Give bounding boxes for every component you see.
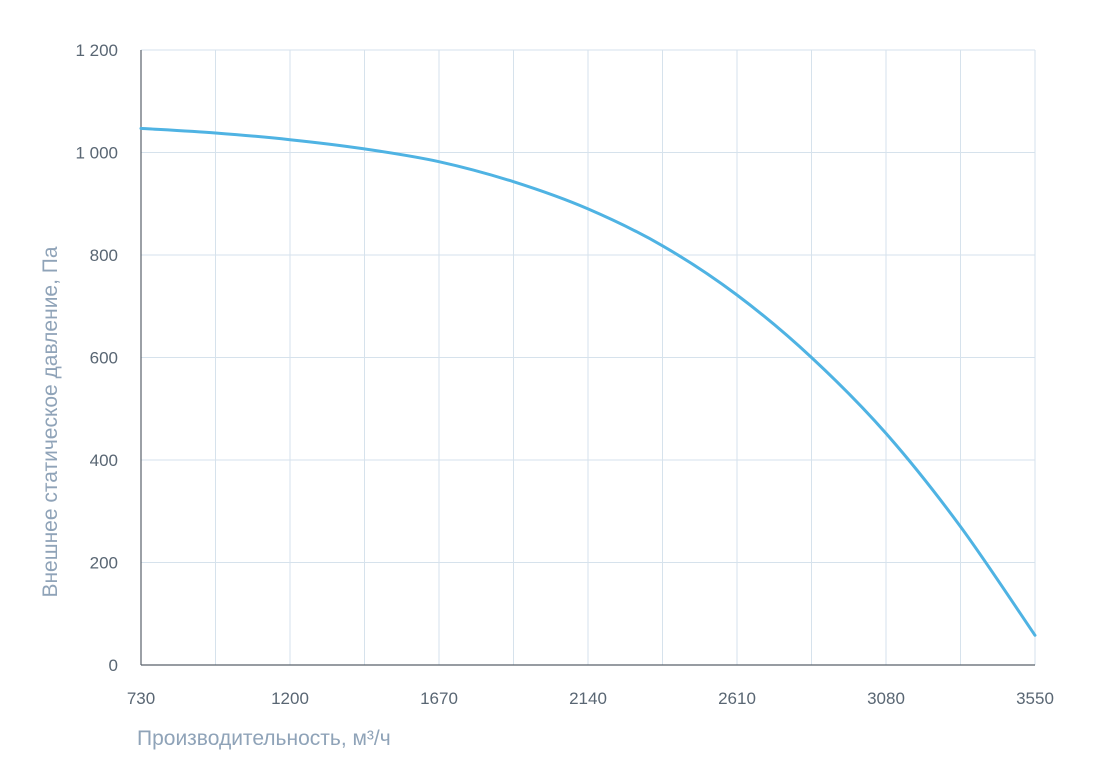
x-tick-label: 1670	[420, 689, 458, 708]
y-tick-label: 600	[90, 349, 118, 368]
y-axis-title: Внешнее статическое давление, Па	[39, 246, 62, 597]
x-tick-labels: 730 1200 1670 2140 2610 3080 3550	[127, 689, 1054, 708]
y-tick-label: 1 200	[75, 41, 118, 60]
grid	[141, 49, 1036, 665]
x-axis-title: Производительность, м³/ч	[137, 727, 391, 750]
x-tick-label: 3550	[1016, 689, 1054, 708]
x-tick-label: 2140	[569, 689, 607, 708]
x-tick-label: 730	[127, 689, 155, 708]
x-tick-label: 2610	[718, 689, 756, 708]
axes	[140, 50, 1035, 666]
y-tick-label: 400	[90, 451, 118, 470]
y-tick-label: 1 000	[75, 144, 118, 163]
vertical-gridlines	[215, 50, 1036, 665]
x-tick-label: 1200	[271, 689, 309, 708]
y-tick-label: 0	[109, 656, 118, 675]
series-line	[139, 126, 1037, 637]
y-tick-label: 800	[90, 246, 118, 265]
y-tick-labels: 0 200 400 600 800 1 000 1 200	[75, 41, 118, 675]
y-tick-label: 200	[90, 554, 118, 573]
series-group	[139, 126, 1037, 637]
x-tick-label: 3080	[867, 689, 905, 708]
